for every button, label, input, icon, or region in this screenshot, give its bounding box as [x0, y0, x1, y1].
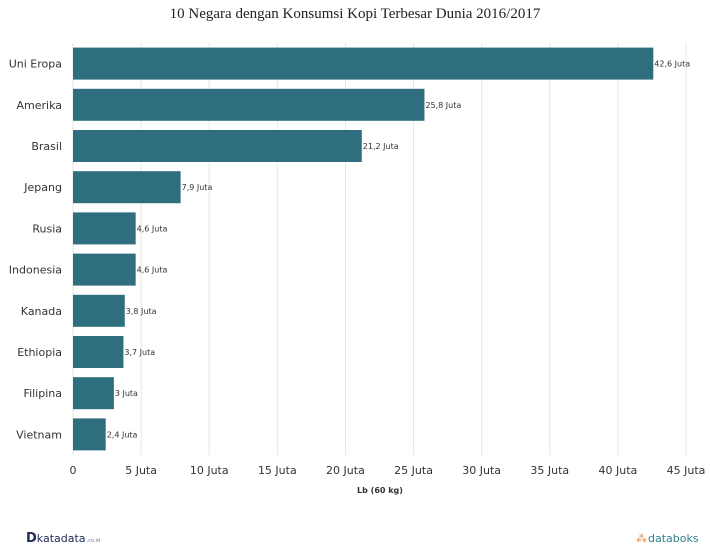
category-label: Brasil: [31, 140, 62, 153]
category-label: Rusia: [32, 222, 62, 235]
x-tick-label: 20 Juta: [326, 464, 365, 477]
x-axis-label: Lb (60 kg): [357, 486, 403, 495]
bar: [73, 377, 114, 410]
category-label: Vietnam: [16, 428, 62, 441]
katadata-logo-name: katadata: [36, 532, 86, 545]
data-label: 3,7 Juta: [124, 348, 155, 357]
databoks-spark-icon: ⁂: [636, 532, 647, 545]
databoks-logo: ⁂ databoks: [636, 532, 699, 545]
bar: [73, 294, 125, 327]
category-label: Jepang: [23, 181, 62, 194]
katadata-logo: D katadata .co.id: [26, 531, 100, 546]
x-tick-label: 0: [70, 464, 77, 477]
x-tick-label: 40 Juta: [599, 464, 638, 477]
data-label: 3,8 Juta: [126, 307, 157, 316]
data-label: 25,8 Juta: [425, 101, 461, 110]
bar: [73, 336, 124, 368]
x-tick-label: 30 Juta: [462, 464, 501, 477]
data-label: 21,2 Juta: [363, 142, 399, 151]
data-label: 7,9 Juta: [182, 183, 213, 192]
data-label: 2,4 Juta: [107, 430, 138, 439]
x-tick-label: 25 Juta: [394, 464, 433, 477]
x-tick-label: 35 Juta: [530, 464, 569, 477]
category-label: Kanada: [21, 305, 62, 318]
x-tick-label: 45 Juta: [667, 464, 706, 477]
category-label: Filipina: [24, 387, 62, 400]
category-label: Amerika: [16, 99, 62, 112]
data-label: 4,6 Juta: [137, 266, 168, 275]
x-tick-label: 15 Juta: [258, 464, 297, 477]
katadata-logo-mark: D: [26, 531, 37, 546]
bar: [73, 130, 362, 162]
bar: [73, 253, 136, 286]
databoks-logo-name: databoks: [648, 532, 699, 545]
bar: [73, 88, 425, 121]
bar: [73, 47, 654, 80]
bar: [73, 418, 106, 451]
katadata-logo-suffix: .co.id: [86, 538, 101, 544]
data-label: 3 Juta: [115, 389, 138, 398]
bar: [73, 212, 136, 245]
chart-title: 10 Negara dengan Konsumsi Kopi Terbesar …: [169, 6, 541, 22]
bar: [73, 171, 181, 204]
category-label: Uni Eropa: [9, 58, 62, 71]
category-label: Indonesia: [9, 264, 62, 277]
x-tick-label: 5 Juta: [125, 464, 157, 477]
category-label: Ethiopia: [17, 346, 62, 359]
data-label: 4,6 Juta: [137, 224, 168, 233]
data-label: 42,6 Juta: [654, 60, 690, 69]
x-tick-label: 10 Juta: [190, 464, 229, 477]
